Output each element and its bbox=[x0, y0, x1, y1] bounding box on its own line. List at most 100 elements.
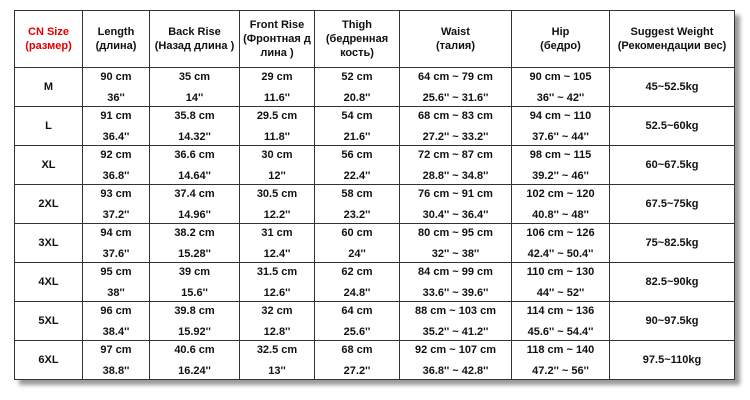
measure-text: 12.8'' bbox=[263, 325, 291, 338]
weight-cell: 75~82.5kg bbox=[609, 223, 735, 263]
measure-cell: 76 cm ~ 91 cm 30.4'' ~ 36.4'' bbox=[399, 184, 512, 224]
size-label: 4XL bbox=[38, 276, 59, 288]
measure-text: 15.6'' bbox=[181, 286, 208, 299]
measure-cell: 30 cm 12'' bbox=[239, 145, 315, 185]
measure-text: 15.92'' bbox=[178, 325, 211, 338]
header-text: Hip bbox=[551, 26, 570, 38]
measure-text: 21.6'' bbox=[343, 130, 371, 143]
measure-cell: 39.8 cm 15.92'' bbox=[149, 301, 240, 341]
measure-text: 92 cm bbox=[100, 148, 132, 161]
measure-text: 58 cm bbox=[341, 187, 373, 200]
measure-text: 94 cm bbox=[100, 226, 132, 239]
measure-cell: 39 cm 15.6'' bbox=[149, 262, 240, 302]
header-cell: Length (длина) bbox=[82, 10, 150, 68]
size-label: 5XL bbox=[38, 315, 59, 327]
measure-cell: 91 cm 36.4'' bbox=[82, 106, 150, 146]
measure-cell: 106 cm ~ 126 42.4'' ~ 50.4'' bbox=[511, 223, 610, 263]
measure-text: 68 cm ~ 83 cm bbox=[418, 109, 493, 122]
measure-cell: 72 cm ~ 87 cm 28.8'' ~ 34.8'' bbox=[399, 145, 512, 185]
measure-text: 54 cm bbox=[341, 109, 373, 122]
size-row: 2XL 93 cm 37.2'' 37.4 cm 14.96'' 30.5 cm 12.2'… bbox=[14, 184, 735, 224]
measure-text: 11.6'' bbox=[263, 91, 291, 104]
measure-text: 36.8'' ~ 42.8'' bbox=[422, 364, 489, 377]
measure-text: 106 cm ~ 126 bbox=[526, 226, 595, 239]
measure-text: 27.2'' ~ 33.2'' bbox=[422, 130, 489, 143]
header-text: (бедренная кость) bbox=[325, 33, 389, 59]
measure-text: 33.6'' ~ 39.6'' bbox=[422, 286, 489, 299]
measure-cell: 30.5 cm 12.2'' bbox=[239, 184, 315, 224]
measure-text: 44'' ~ 52'' bbox=[536, 286, 585, 299]
header-text: CN Size bbox=[28, 26, 69, 38]
measure-text: 35.2'' ~ 41.2'' bbox=[422, 325, 489, 338]
measure-cell: 84 cm ~ 99 cm 33.6'' ~ 39.6'' bbox=[399, 262, 512, 302]
measure-cell: 114 cm ~ 136 45.6'' ~ 54.4'' bbox=[511, 301, 610, 341]
size-row: L 91 cm 36.4'' 35.8 cm 14.32'' 29.5 cm 11.8'' 5… bbox=[14, 106, 735, 146]
measure-cell: 96 cm 38.4'' bbox=[82, 301, 150, 341]
measure-text: 14.64'' bbox=[178, 169, 211, 182]
header-cell: Front Rise (Фронтная д лина ) bbox=[239, 10, 315, 68]
header-text: Back Rise bbox=[168, 26, 221, 38]
measure-cell: 118 cm ~ 140 47.2'' ~ 56'' bbox=[511, 340, 610, 380]
header-text: Thigh bbox=[342, 19, 372, 31]
measure-text: 22.4'' bbox=[343, 169, 371, 182]
weight-text: 67.5~75kg bbox=[645, 198, 699, 210]
header-text: лина ) bbox=[260, 47, 294, 59]
header-text: (Фронтная д bbox=[243, 33, 311, 45]
weight-text: 52.5~60kg bbox=[645, 120, 699, 132]
measure-text: 13'' bbox=[268, 364, 286, 377]
size-row: 4XL 95 cm 38'' 39 cm 15.6'' 31.5 cm 12.6'' 62 c… bbox=[14, 262, 735, 302]
measure-cell: 92 cm 36.8'' bbox=[82, 145, 150, 185]
measure-text: 64 cm ~ 79 cm bbox=[418, 70, 493, 83]
measure-text: 47.2'' ~ 56'' bbox=[532, 364, 589, 377]
size-label: 2XL bbox=[38, 198, 59, 210]
size-cell: XL bbox=[14, 145, 83, 185]
measure-text: 12.2'' bbox=[263, 208, 291, 221]
measure-cell: 93 cm 37.2'' bbox=[82, 184, 150, 224]
measure-cell: 29 cm 11.6'' bbox=[239, 67, 315, 107]
size-cell: 6XL bbox=[14, 340, 83, 380]
measure-text: 102 cm ~ 120 bbox=[526, 187, 595, 200]
measure-cell: 32 cm 12.8'' bbox=[239, 301, 315, 341]
table-body: M 90 cm 36'' 35 cm 14'' 29 cm 11.6'' 52 cm 20.8'… bbox=[14, 67, 735, 380]
measure-text: 39.2'' ~ 46'' bbox=[532, 169, 589, 182]
measure-text: 38.4'' bbox=[102, 325, 130, 338]
measure-text: 91 cm bbox=[100, 109, 132, 122]
measure-text: 15.28'' bbox=[178, 247, 211, 260]
measure-text: 38.2 cm bbox=[174, 226, 215, 239]
measure-text: 36'' ~ 42'' bbox=[536, 91, 585, 104]
measure-cell: 37.4 cm 14.96'' bbox=[149, 184, 240, 224]
measure-text: 16.24'' bbox=[178, 364, 211, 377]
header-text: (Рекомендации вес) bbox=[617, 40, 727, 52]
weight-text: 82.5~90kg bbox=[645, 276, 699, 288]
size-row: M 90 cm 36'' 35 cm 14'' 29 cm 11.6'' 52 cm 20.8'… bbox=[14, 67, 735, 107]
measure-cell: 35.8 cm 14.32'' bbox=[149, 106, 240, 146]
weight-text: 90~97.5kg bbox=[645, 315, 699, 327]
weight-cell: 90~97.5kg bbox=[609, 301, 735, 341]
measure-text: 84 cm ~ 99 cm bbox=[418, 265, 493, 278]
measure-cell: 68 cm ~ 83 cm 27.2'' ~ 33.2'' bbox=[399, 106, 512, 146]
measure-cell: 38.2 cm 15.28'' bbox=[149, 223, 240, 263]
measure-cell: 52 cm 20.8'' bbox=[314, 67, 400, 107]
measure-text: 40.8'' ~ 48'' bbox=[532, 208, 589, 221]
header-cell: Suggest Weight (Рекомендации вес) bbox=[609, 10, 735, 68]
measure-text: 118 cm ~ 140 bbox=[526, 343, 595, 356]
measure-text: 60 cm bbox=[341, 226, 373, 239]
size-label: 3XL bbox=[38, 237, 59, 249]
measure-cell: 56 cm 22.4'' bbox=[314, 145, 400, 185]
measure-text: 11.8'' bbox=[263, 130, 291, 143]
measure-text: 12.4'' bbox=[263, 247, 291, 260]
measure-cell: 35 cm 14'' bbox=[149, 67, 240, 107]
weight-cell: 82.5~90kg bbox=[609, 262, 735, 302]
measure-text: 97 cm bbox=[100, 343, 132, 356]
header-text: Front Rise bbox=[249, 19, 305, 31]
weight-text: 60~67.5kg bbox=[645, 159, 699, 171]
measure-cell: 102 cm ~ 120 40.8'' ~ 48'' bbox=[511, 184, 610, 224]
measure-text: 52 cm bbox=[341, 70, 373, 83]
measure-cell: 80 cm ~ 95 cm 32'' ~ 38'' bbox=[399, 223, 512, 263]
header-text: (бедро) bbox=[540, 40, 581, 52]
measure-text: 35.8 cm bbox=[174, 109, 215, 122]
measure-text: 93 cm bbox=[100, 187, 132, 200]
measure-cell: 95 cm 38'' bbox=[82, 262, 150, 302]
measure-text: 23.2'' bbox=[343, 208, 371, 221]
measure-cell: 98 cm ~ 115 39.2'' ~ 46'' bbox=[511, 145, 610, 185]
